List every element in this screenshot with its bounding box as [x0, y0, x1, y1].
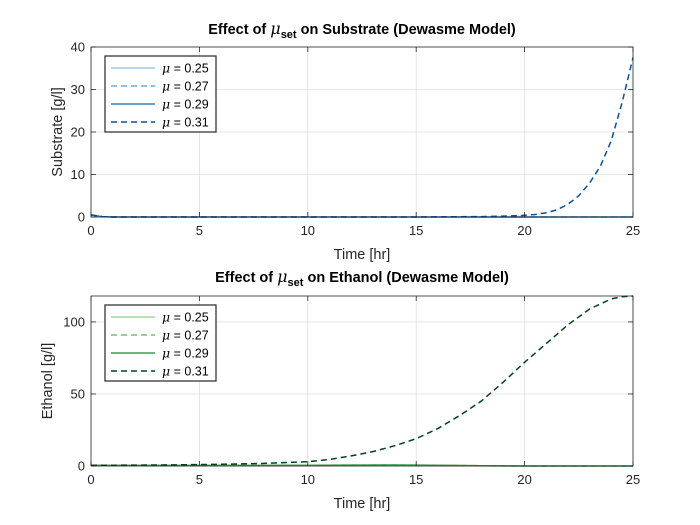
x-tick-label: 15: [409, 223, 423, 238]
series-line-4: [90, 57, 634, 218]
x-tick-label: 20: [517, 223, 531, 238]
x-tick-label: 25: [626, 223, 640, 238]
x-tick-label: 20: [517, 472, 531, 487]
y-tick-label: 10: [71, 167, 85, 182]
x-tick-label: 0: [87, 472, 94, 487]
legend-entry: μ = 0.27: [162, 79, 209, 94]
x-tick-label: 5: [196, 472, 203, 487]
axes-box: [90, 295, 634, 467]
y-tick-label: 50: [71, 386, 85, 401]
legend-entry: μ = 0.31: [162, 364, 209, 379]
y-axis-label: Ethanol [g/l]: [40, 343, 56, 420]
chart-panel-1: 0 5 10 15 20 25 0 10 20 30 40 Time [hr] Substrate [g…: [50, 19, 640, 263]
x-tick-label: 10: [301, 223, 315, 238]
x-tick-label: 10: [301, 472, 315, 487]
x-tick-label: 25: [626, 472, 640, 487]
legend-entry: μ = 0.27: [162, 328, 209, 343]
chart-panel-2: 0 5 10 15 20 25 0 50 100 Time [hr] Ethanol [g/l] Ef…: [40, 267, 640, 512]
legend: μ = 0.25 μ = 0.27 μ = 0.29 μ = 0.31: [104, 304, 217, 382]
y-tick-label: 30: [71, 82, 85, 97]
x-tick-label: 5: [196, 223, 203, 238]
y-tick-label: 40: [71, 40, 85, 55]
legend-entry: μ = 0.29: [162, 346, 209, 361]
chart-title: Effect of μset on Substrate (Dewasme Mod…: [208, 19, 516, 41]
x-axis-label: Time [hr]: [334, 496, 391, 512]
chart-title: Effect of μset on Ethanol (Dewasme Model…: [215, 267, 509, 289]
y-tick-label: 0: [78, 459, 85, 474]
y-tick-label: 20: [71, 125, 85, 140]
y-tick-label: 0: [78, 210, 85, 225]
legend-entry: μ = 0.31: [162, 115, 209, 130]
x-tick-label: 0: [87, 223, 94, 238]
x-tick-label: 15: [409, 472, 423, 487]
y-tick-label: 100: [63, 314, 85, 329]
legend: μ = 0.25 μ = 0.27 μ = 0.29 μ = 0.31: [104, 55, 217, 133]
legend-entry: μ = 0.25: [162, 61, 209, 76]
legend-entry: μ = 0.25: [162, 310, 209, 325]
series-line-4: [90, 295, 634, 467]
x-axis-label: Time [hr]: [334, 247, 391, 263]
y-axis-label: Substrate [g/l]: [50, 87, 66, 176]
legend-entry: μ = 0.29: [162, 97, 209, 112]
